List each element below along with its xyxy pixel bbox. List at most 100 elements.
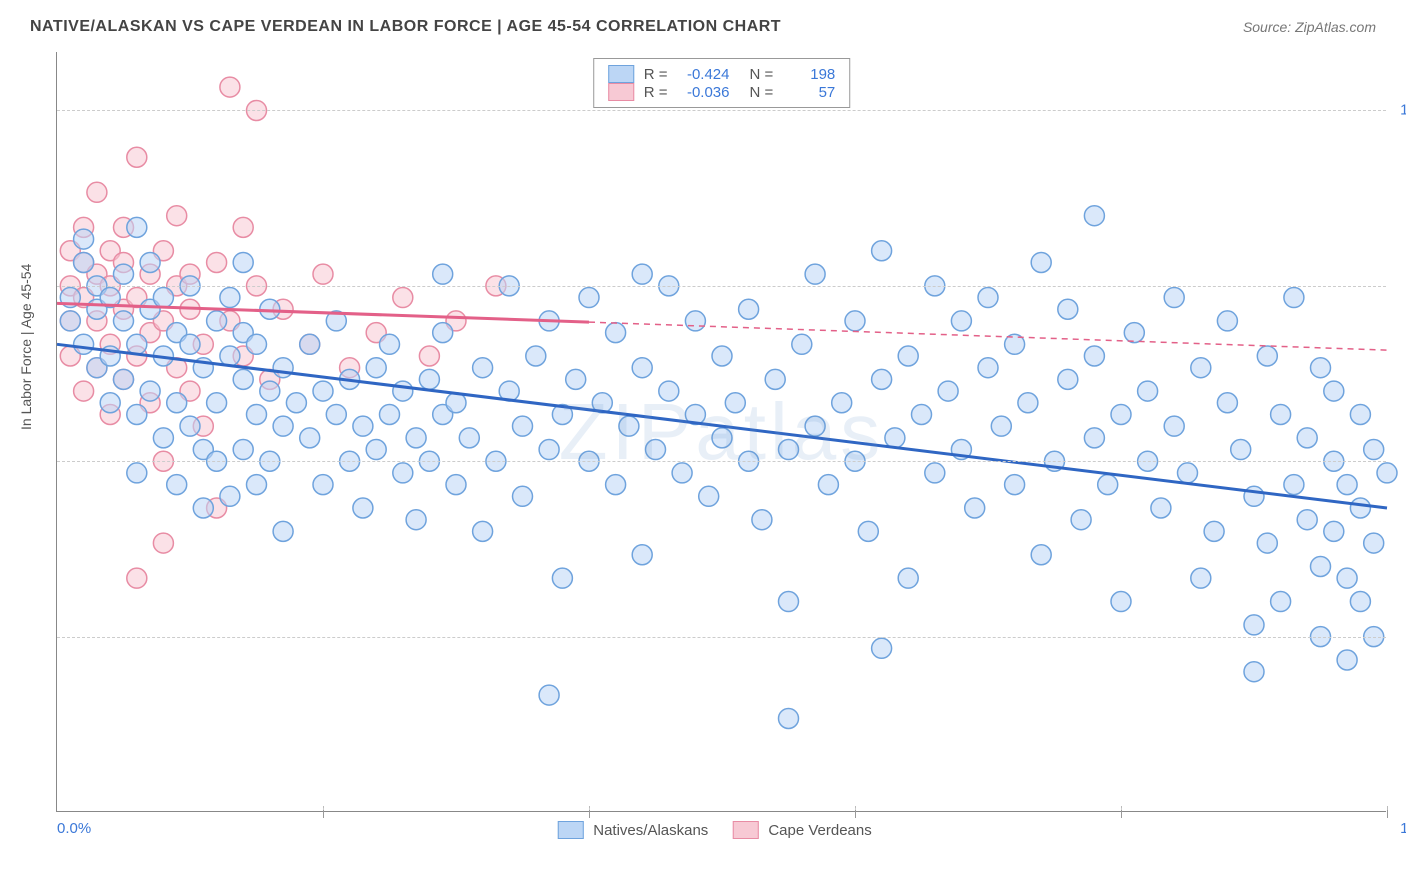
- x-tick-label-left: 0.0%: [57, 820, 91, 837]
- data-point: [832, 393, 852, 413]
- data-point: [127, 404, 147, 424]
- data-point: [393, 381, 413, 401]
- data-point: [685, 311, 705, 331]
- data-point: [87, 182, 107, 202]
- data-point: [526, 346, 546, 366]
- r-value: -0.036: [678, 84, 730, 101]
- data-point: [220, 346, 240, 366]
- data-point: [1271, 592, 1291, 612]
- data-point: [1111, 592, 1131, 612]
- n-value: 57: [783, 84, 835, 101]
- data-point: [1084, 428, 1104, 448]
- data-point: [712, 346, 732, 366]
- data-point: [1031, 252, 1051, 272]
- data-point: [153, 428, 173, 448]
- data-point: [127, 463, 147, 483]
- data-point: [180, 334, 200, 354]
- r-label: R =: [644, 84, 668, 101]
- data-point: [74, 229, 94, 249]
- gridline: [57, 461, 1386, 462]
- legend-label: Natives/Alaskans: [593, 822, 708, 839]
- data-point: [366, 440, 386, 460]
- data-point: [925, 463, 945, 483]
- data-point: [419, 346, 439, 366]
- data-point: [1178, 463, 1198, 483]
- data-point: [539, 440, 559, 460]
- legend-swatch: [608, 65, 634, 83]
- data-point: [792, 334, 812, 354]
- data-point: [1151, 498, 1171, 518]
- data-point: [1098, 475, 1118, 495]
- correlation-legend: R =-0.424N =198R = -0.036 N = 57: [593, 58, 851, 108]
- data-point: [1271, 404, 1291, 424]
- legend-row: R = -0.036 N = 57: [608, 83, 836, 101]
- data-point: [1364, 440, 1384, 460]
- data-point: [193, 498, 213, 518]
- data-point: [273, 416, 293, 436]
- data-point: [779, 708, 799, 728]
- data-point: [1005, 475, 1025, 495]
- data-point: [1111, 404, 1131, 424]
- data-point: [459, 428, 479, 448]
- legend-swatch: [608, 83, 634, 101]
- data-point: [646, 440, 666, 460]
- data-point: [739, 299, 759, 319]
- data-point: [1377, 463, 1397, 483]
- data-point: [1058, 299, 1078, 319]
- r-label: R =: [644, 66, 668, 83]
- data-point: [233, 252, 253, 272]
- series-legend: Natives/Alaskans Cape Verdeans: [557, 821, 885, 839]
- data-point: [1257, 533, 1277, 553]
- data-point: [273, 358, 293, 378]
- data-point: [566, 369, 586, 389]
- data-point: [991, 416, 1011, 436]
- data-point: [606, 323, 626, 343]
- data-point: [114, 311, 134, 331]
- data-point: [207, 252, 227, 272]
- data-point: [1084, 346, 1104, 366]
- data-point: [153, 533, 173, 553]
- data-point: [978, 288, 998, 308]
- data-point: [965, 498, 985, 518]
- data-point: [313, 475, 333, 495]
- data-point: [1350, 498, 1370, 518]
- data-point: [127, 334, 147, 354]
- data-point: [353, 416, 373, 436]
- data-point: [539, 685, 559, 705]
- legend-swatch: [732, 821, 758, 839]
- data-point: [433, 264, 453, 284]
- data-point: [380, 404, 400, 424]
- data-point: [1284, 475, 1304, 495]
- data-point: [473, 358, 493, 378]
- data-point: [207, 311, 227, 331]
- legend-label: Cape Verdeans: [768, 822, 871, 839]
- data-point: [779, 592, 799, 612]
- data-point: [180, 416, 200, 436]
- data-point: [1324, 381, 1344, 401]
- data-point: [419, 369, 439, 389]
- data-point: [1324, 521, 1344, 541]
- n-label: N =: [750, 84, 774, 101]
- legend-row: R =-0.424N =198: [608, 65, 836, 83]
- data-point: [872, 638, 892, 658]
- data-point: [233, 440, 253, 460]
- n-label: N =: [750, 66, 774, 83]
- data-point: [1284, 288, 1304, 308]
- data-point: [220, 77, 240, 97]
- data-point: [300, 428, 320, 448]
- data-point: [433, 323, 453, 343]
- chart-area: ZIPatlas R =-0.424N =198R =-0.036N =57 N…: [56, 52, 1386, 812]
- data-point: [513, 416, 533, 436]
- data-point: [1297, 510, 1317, 530]
- gridline: [57, 637, 1386, 638]
- data-point: [446, 475, 466, 495]
- data-point: [74, 381, 94, 401]
- data-point: [699, 486, 719, 506]
- data-point: [233, 369, 253, 389]
- data-point: [167, 206, 187, 226]
- data-point: [912, 404, 932, 424]
- data-point: [1297, 428, 1317, 448]
- data-point: [1031, 545, 1051, 565]
- data-point: [326, 404, 346, 424]
- data-point: [898, 568, 918, 588]
